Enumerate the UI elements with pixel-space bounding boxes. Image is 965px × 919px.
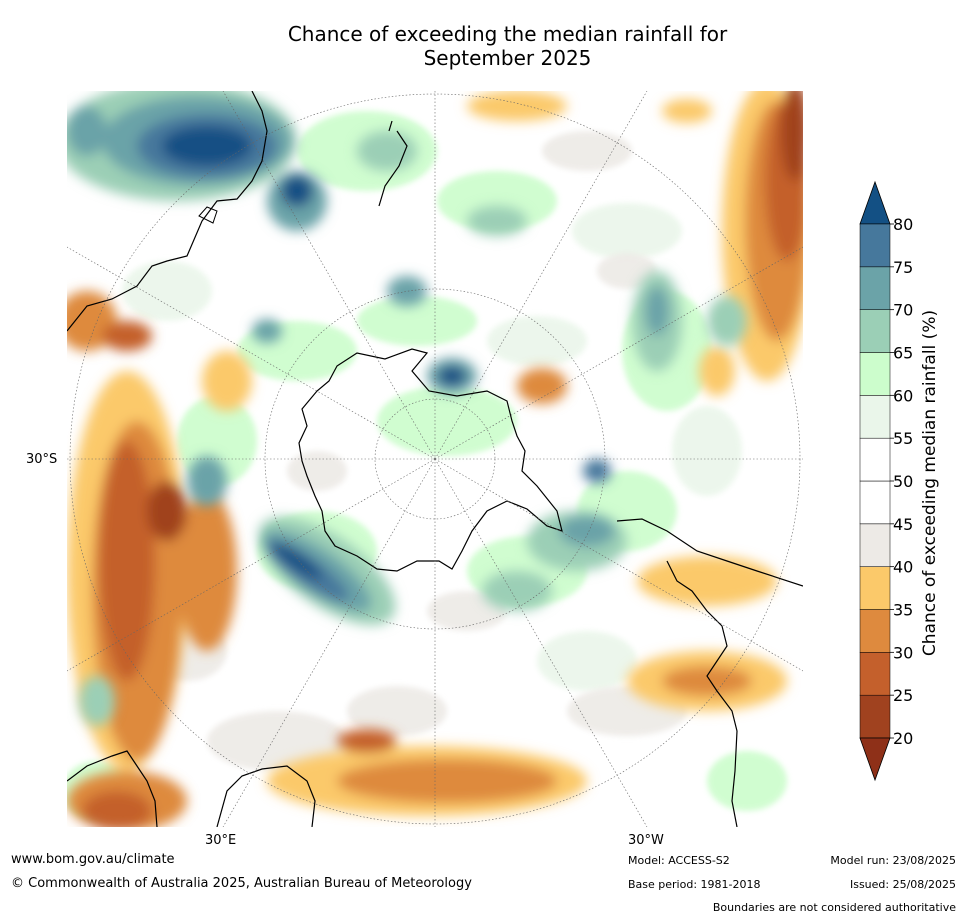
colorbar-tick-label: 75 (893, 258, 913, 277)
title-line-2: September 2025 (423, 46, 592, 70)
colorbar-band (859, 352, 891, 396)
disclaimer-text: Boundaries are not considered authoritat… (712, 901, 956, 914)
colorbar-band (859, 694, 891, 739)
australia-outline (67, 91, 268, 332)
colorbar-extend-high (859, 180, 891, 225)
colorbar: 20 25 30 35 40 45 50 55 60 65 70 75 80 (859, 180, 913, 782)
colorbar-band (859, 523, 891, 567)
colorbar-band (859, 309, 891, 353)
antarctica-outline (298, 348, 563, 572)
new-zealand-outline (378, 120, 408, 207)
colorbar-band (859, 652, 891, 696)
longitude-label-30w: 30°W (628, 833, 664, 848)
colorbar-band (859, 566, 891, 610)
colorbar-extend-low (859, 737, 891, 782)
colorbar-tick-label: 35 (893, 601, 913, 620)
colorbar-band (859, 395, 891, 439)
title-line-1: Chance of exceeding the median rainfall … (287, 22, 728, 46)
latitude-label-30s: 30°S (26, 452, 58, 467)
colorbar-tick-label: 60 (893, 386, 913, 405)
website-link[interactable]: www.bom.gov.au/climate (11, 852, 175, 867)
colorbar-tick-label: 50 (893, 472, 913, 491)
south-america-outline (616, 518, 803, 827)
tasmania-outline (198, 206, 218, 224)
colorbar-tick-label: 65 (893, 344, 913, 363)
wet-field (67, 91, 747, 726)
colorbar-tick-label: 20 (893, 729, 913, 748)
colorbar-tick-label: 55 (893, 429, 913, 448)
africa-outline (67, 750, 316, 827)
colorbar-tick-label: 40 (893, 558, 913, 577)
dry-field (67, 91, 803, 827)
model-run-text: Model run: 23/08/2025 (830, 854, 956, 867)
longitude-label-30e: 30°E (205, 833, 237, 848)
graticule (67, 91, 803, 827)
colorbar-tick-label: 45 (893, 515, 913, 534)
colorbar-tick-label: 25 (893, 686, 913, 705)
colorbar-tick-label: 30 (893, 643, 913, 662)
colorbar-band (859, 266, 891, 310)
colorbar-band (859, 223, 891, 268)
colorbar-label: Chance of exceeding median rainfall (%) (920, 309, 940, 657)
copyright-text: © Commonwealth of Australia 2025, Austra… (11, 876, 472, 891)
issued-text: Issued: 25/08/2025 (849, 878, 956, 891)
model-text: Model: ACCESS-S2 (628, 854, 730, 867)
map-title: Chance of exceeding the median rainfall … (200, 22, 815, 70)
colorbar-band (859, 437, 891, 482)
colorbar-tick-label: 80 (893, 215, 913, 234)
colorbar-band (859, 609, 891, 653)
polar-rainfall-map (67, 91, 803, 827)
colorbar-tick-label: 70 (893, 301, 913, 320)
base-period-text: Base period: 1981-2018 (628, 878, 761, 891)
colorbar-band (859, 480, 891, 525)
